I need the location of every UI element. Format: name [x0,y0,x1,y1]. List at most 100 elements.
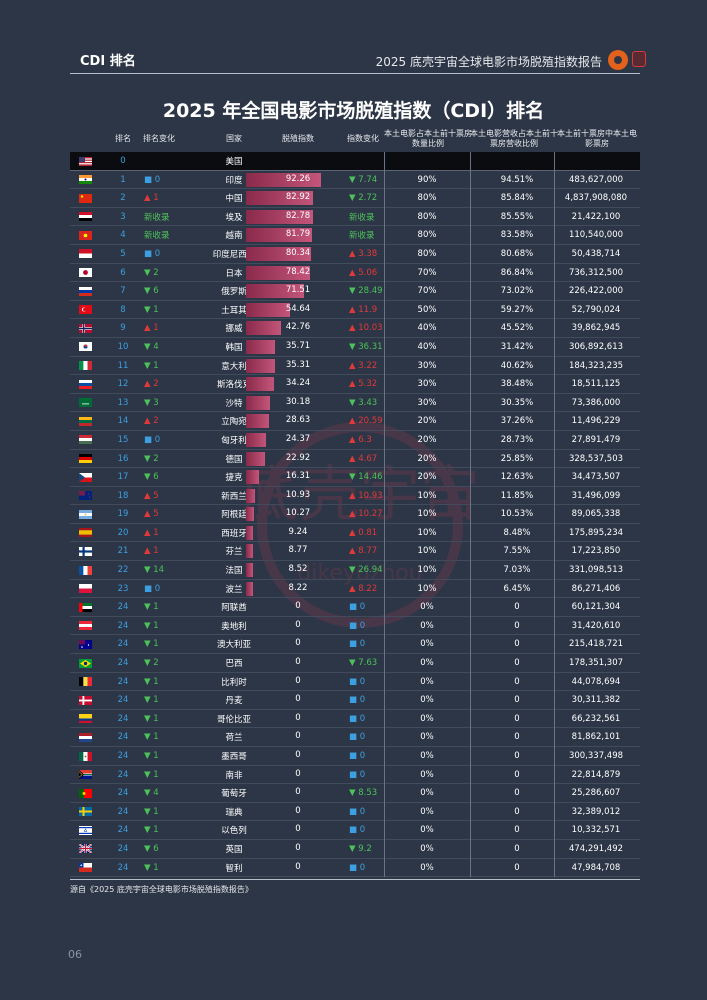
domestic-box-office-cell: 175,895,234 [568,527,624,538]
domestic-revenue-ratio-cell: 30.35% [500,397,534,408]
domestic-count-ratio-cell: 0% [420,602,434,613]
country-cell: 澳大利亚 [216,640,251,651]
cdi-value: 82.78 [285,210,311,221]
domestic-revenue-ratio-cell: 37.26% [500,416,534,427]
rank-cell: 24 [117,862,129,873]
cdi-bar [246,321,281,336]
flag-at-icon [79,621,92,631]
country-cell: 以色列 [221,826,247,837]
flag-au-icon [79,639,92,649]
cdi-change-cell: ▼ 26.94 [349,565,383,576]
rank-cell: 5 [120,248,126,259]
rank-change-cell: ▲ 1 [144,546,159,557]
domestic-revenue-ratio-cell: 0 [514,825,520,836]
flag-cell [79,152,93,170]
cdi-value: 10.27 [285,508,311,519]
country-cell: 葡萄牙 [221,789,247,800]
flag-es-icon [79,528,92,538]
cdi-cell [246,152,350,170]
country-cell: 波兰 [225,584,243,595]
domestic-count-ratio-cell: 0% [420,620,434,631]
domestic-box-office-cell: 50,438,714 [571,248,621,259]
rank-change-cell: ▼ 1 [144,751,159,761]
domestic-revenue-ratio-cell: 83.58% [500,230,534,241]
domestic-revenue-ratio-cell: 0 [514,676,520,687]
cdi-bar [246,544,254,559]
table-row: 24 ▼ 1 荷兰 0 ■ 0 0% 0 81,862,101 [70,728,640,747]
cdi-bar [246,377,274,392]
cdi-change-cell: ■ 0 [349,825,366,836]
flag-cell [79,710,93,728]
cdi-change-cell: ▲ 5.06 [349,267,378,278]
cdi-bar [246,451,265,466]
cdi-value: 0 [295,712,301,723]
cdi-cell: 30.18 [246,394,350,412]
domestic-count-ratio-cell: 20% [417,453,437,464]
table-row: 15 ■ 0 匈牙利 24.37 ▲ 6.3 20% 28.73% 27,891,479 [70,431,640,450]
domestic-revenue-ratio-cell: 0 [514,639,520,650]
rank-cell: 24 [117,658,129,669]
domestic-revenue-ratio-cell: 0 [514,788,520,799]
country-cell: 越南 [225,231,243,242]
cdi-change-cell: ■ 0 [349,751,366,761]
flag-no-icon [79,323,92,333]
country-cell: 印度 [225,175,243,186]
table-row: 24 ▼ 1 澳大利亚 0 ■ 0 0% 0 215,418,721 [70,635,640,655]
cdi-bar [246,507,255,522]
cdi-cell: 71.51 [246,282,350,300]
column-divider [384,152,385,878]
table-body: 0 美国 1 ■ 0 印度 92.26 ▼ 7.74 90% 94.51% 483,627,000… [70,152,640,878]
cdi-value: 10.93 [285,489,311,500]
cdi-value: 9.24 [288,526,308,537]
cdi-bar [246,581,253,596]
cdi-change-cell: ▲ 0.81 [349,527,378,538]
flag-il-icon [79,825,92,835]
domestic-revenue-ratio-cell: 8.48% [503,527,531,538]
flag-nz-icon [79,491,92,501]
table-row: 11 ▼ 1 意大利 35.31 ▲ 3.22 30% 40.62% 184,323,235 [70,357,640,376]
flag-cell [79,654,93,672]
cdi-change-cell: ■ 0 [349,676,366,687]
cdi-cell: 28.63 [246,412,350,430]
cdi-cell: 22.92 [246,450,350,468]
cdi-cell: 35.31 [246,357,350,375]
rank-cell: 9 [120,323,126,334]
cdi-change-cell: ▲ 3.22 [349,360,378,371]
cdi-cell: 0 [246,747,350,765]
cdi-value: 35.31 [285,359,311,370]
rank-cell: 24 [117,788,129,799]
domestic-box-office-cell: 47,984,708 [571,862,621,873]
flag-in-icon [79,175,92,185]
domestic-count-ratio-cell: 0% [420,751,434,761]
domestic-revenue-ratio-cell: 94.51% [500,174,534,185]
domestic-count-ratio-cell: 10% [417,546,437,557]
cdi-bar [246,265,310,280]
country-cell: 芬兰 [225,547,243,558]
flag-za-icon [79,770,92,780]
table-row: 2 ▲ 1 中国 82.92 ▼ 2.72 80% 85.84% 4,837,908,080 [70,189,640,208]
table-row: 7 ▼ 6 俄罗斯 71.51 ▼ 28.49 70% 73.02% 226,422,000 [70,282,640,301]
rank-change-cell: ▲ 1 [144,527,159,538]
flag-cell [79,542,93,560]
cdi-bar [246,284,304,299]
rank-cell: 7 [120,286,126,297]
table-row: 24 ▼ 4 葡萄牙 0 ▼ 8.53 0% 0 25,286,607 [70,784,640,803]
domestic-count-ratio-cell: 20% [417,434,437,445]
rank-change-cell: ▲ 1 [144,323,159,334]
domestic-revenue-ratio-cell: 0 [514,862,520,873]
table-row: 17 ▼ 6 捷克 16.31 ▼ 14.46 20% 12.63% 34,473,507 [70,468,640,487]
cdi-change-cell: ▼ 8.53 [349,788,378,799]
rank-cell: 8 [120,304,126,315]
domestic-box-office-cell: 34,473,507 [571,472,621,483]
cdi-cell: 0 [246,728,350,746]
cdi-change-cell: ▼ 7.74 [349,174,378,185]
flag-cl-icon [79,863,92,873]
cdi-value: 0 [295,824,301,835]
domestic-box-office-cell: 17,223,850 [571,546,621,557]
cdi-value: 24.37 [285,433,311,444]
rank-change-cell: ▼ 6 [144,843,159,854]
cdi-bar [246,246,312,261]
rank-cell: 24 [117,843,129,854]
domestic-box-office-cell: 86,271,406 [571,583,621,594]
domestic-count-ratio-cell [382,152,472,170]
